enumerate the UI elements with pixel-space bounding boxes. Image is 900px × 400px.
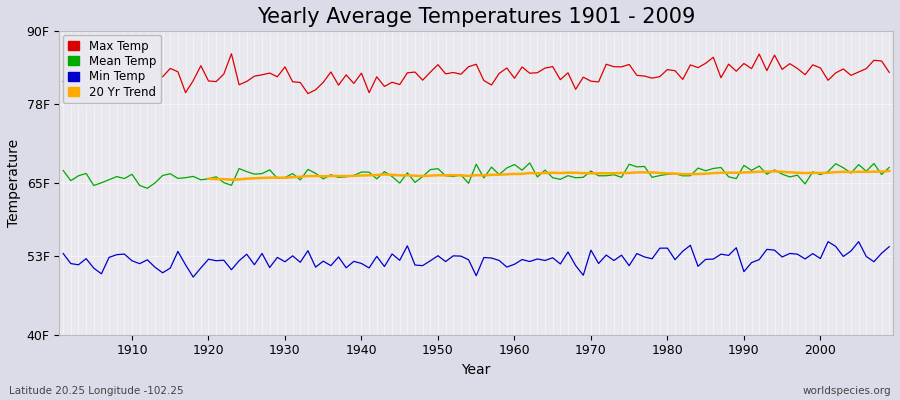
Text: worldspecies.org: worldspecies.org xyxy=(803,386,891,396)
Text: Latitude 20.25 Longitude -102.25: Latitude 20.25 Longitude -102.25 xyxy=(9,386,184,396)
X-axis label: Year: Year xyxy=(462,363,490,377)
Title: Yearly Average Temperatures 1901 - 2009: Yearly Average Temperatures 1901 - 2009 xyxy=(257,7,696,27)
Y-axis label: Temperature: Temperature xyxy=(7,139,21,227)
Legend: Max Temp, Mean Temp, Min Temp, 20 Yr Trend: Max Temp, Mean Temp, Min Temp, 20 Yr Tre… xyxy=(63,35,161,103)
